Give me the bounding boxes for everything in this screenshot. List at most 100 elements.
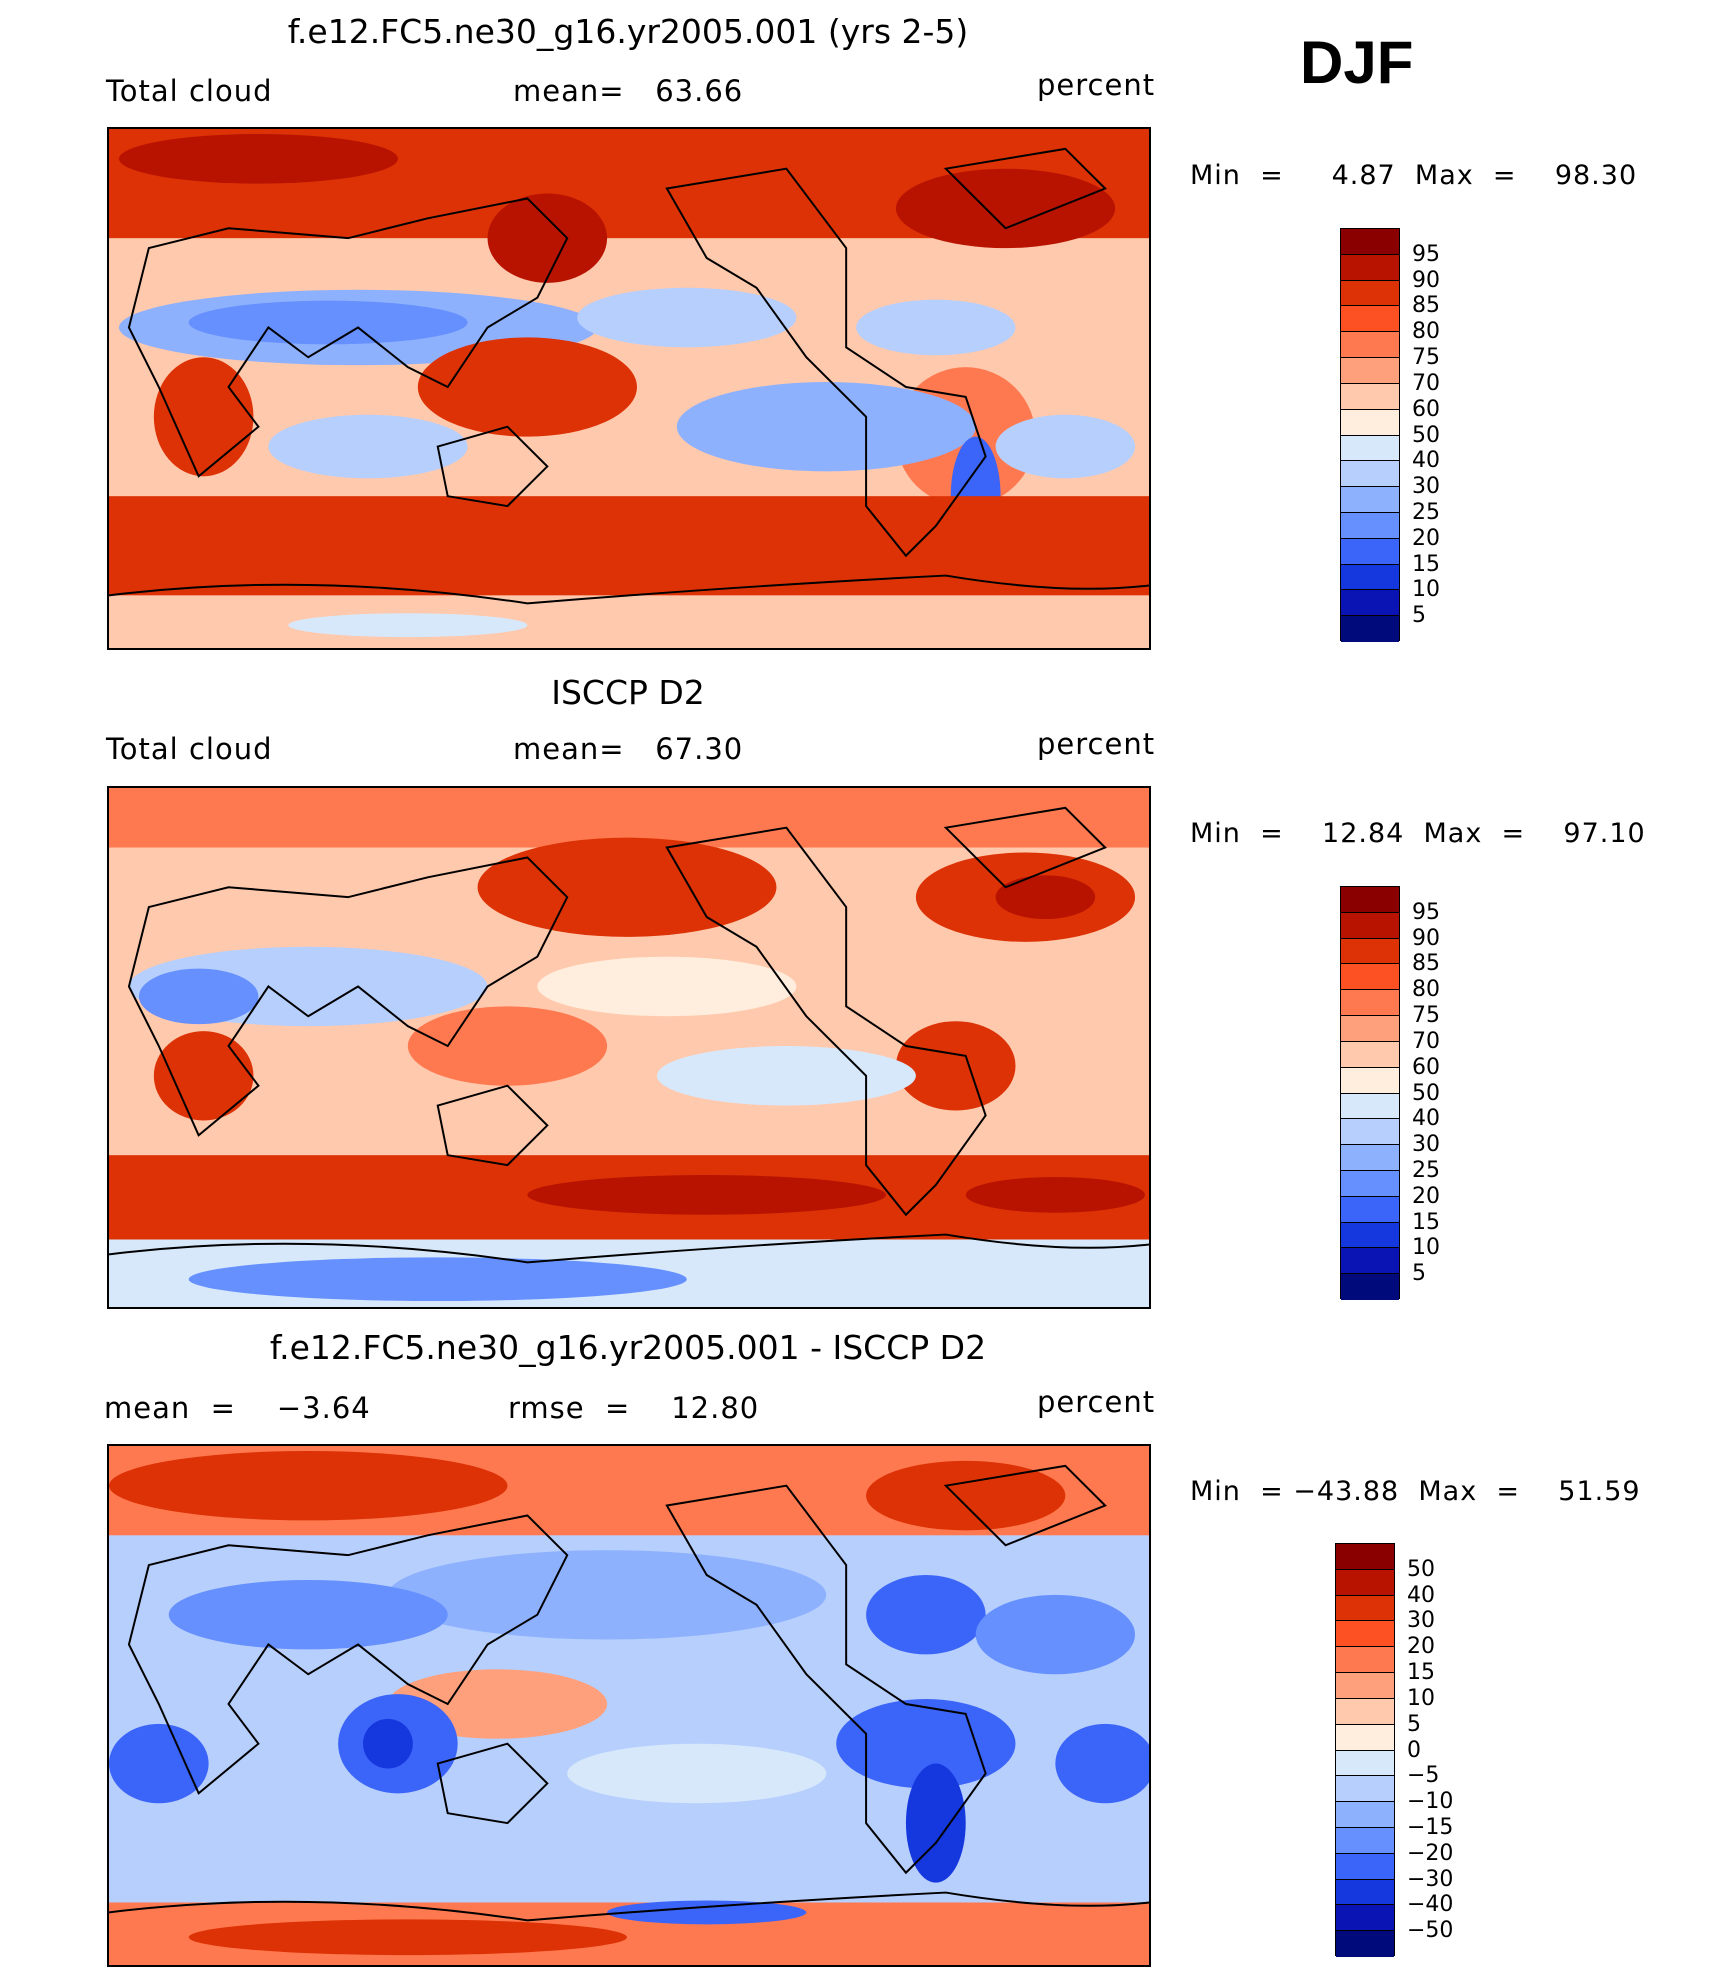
- panel1-units-label: percent: [1037, 68, 1156, 102]
- colorbar-swatch: [1341, 229, 1399, 255]
- colorbar-tick-label: 70: [1412, 1028, 1440, 1054]
- colorbar-tick-label: 80: [1412, 977, 1440, 1003]
- colorbar-tick-label: 15: [1412, 1209, 1440, 1235]
- panel3-colorbar: [1335, 1543, 1395, 1957]
- colorbar-swatch: [1341, 1248, 1399, 1275]
- colorbar-swatch: [1341, 358, 1399, 384]
- colorbar-swatch: [1341, 887, 1399, 913]
- panel3-map: [107, 1444, 1151, 1967]
- colorbar-tick-label: −20: [1407, 1840, 1454, 1866]
- colorbar-swatch: [1341, 254, 1399, 281]
- panel2-map: [107, 786, 1151, 1309]
- colorbar-tick-label: 30: [1407, 1608, 1435, 1634]
- colorbar-tick-label: 5: [1412, 1261, 1426, 1287]
- colorbar-swatch: [1341, 383, 1399, 410]
- colorbar-tick-label: 90: [1412, 267, 1440, 293]
- colorbar-tick-label: 80: [1412, 319, 1440, 345]
- colorbar-swatch: [1341, 409, 1399, 436]
- colorbar-tick-label: 15: [1407, 1660, 1435, 1686]
- colorbar-swatch: [1341, 306, 1399, 333]
- colorbar-swatch: [1341, 990, 1399, 1017]
- panel2-title: ISCCP D2: [551, 673, 705, 712]
- colorbar-tick-label: 30: [1412, 1132, 1440, 1158]
- colorbar-tick-label: 40: [1407, 1582, 1435, 1608]
- colorbar-swatch: [1336, 1544, 1394, 1570]
- colorbar-swatch: [1341, 1145, 1399, 1171]
- panel1-variable-label: Total cloud: [106, 74, 273, 108]
- colorbar-tick-label: 60: [1412, 1054, 1440, 1080]
- colorbar-swatch: [1341, 461, 1399, 488]
- colorbar-swatch: [1341, 280, 1399, 307]
- colorbar-swatch: [1336, 1750, 1394, 1777]
- colorbar-swatch: [1336, 1879, 1394, 1906]
- panel3-contour-field: [109, 1446, 1149, 1965]
- colorbar-swatch: [1341, 1196, 1399, 1223]
- colorbar-tick-label: 20: [1407, 1634, 1435, 1660]
- colorbar-tick-label: 20: [1412, 525, 1440, 551]
- colorbar-swatch: [1336, 1931, 1394, 1957]
- colorbar-swatch: [1341, 538, 1399, 565]
- panel3-units-label: percent: [1037, 1385, 1156, 1419]
- colorbar-swatch: [1341, 1067, 1399, 1094]
- colorbar-swatch: [1341, 1041, 1399, 1068]
- panel1-min-max: Min = 4.87 Max = 98.30: [1190, 160, 1638, 191]
- colorbar-tick-label: 75: [1412, 1003, 1440, 1029]
- colorbar-swatch: [1341, 435, 1399, 462]
- colorbar-tick-label: 60: [1412, 396, 1440, 422]
- colorbar-tick-label: 30: [1412, 474, 1440, 500]
- colorbar-tick-label: 40: [1412, 1106, 1440, 1132]
- colorbar-swatch: [1341, 912, 1399, 939]
- colorbar-tick-label: 10: [1407, 1685, 1435, 1711]
- colorbar-tick-label: 70: [1412, 370, 1440, 396]
- panel2-contour-field: [109, 788, 1149, 1307]
- colorbar-swatch: [1341, 1222, 1399, 1249]
- colorbar-tick-label: −10: [1407, 1789, 1454, 1815]
- colorbar-swatch: [1341, 1016, 1399, 1042]
- panel3-rmse-label: rmse = 12.80: [508, 1391, 760, 1425]
- colorbar-tick-label: 25: [1412, 499, 1440, 525]
- panel1-map: [107, 127, 1151, 650]
- colorbar-tick-label: 20: [1412, 1183, 1440, 1209]
- colorbar-tick-label: 25: [1412, 1157, 1440, 1183]
- panel2-mean-label: mean= 67.30: [513, 732, 744, 766]
- colorbar-swatch: [1336, 1673, 1394, 1699]
- colorbar-tick-label: 85: [1412, 293, 1440, 319]
- season-label: DJF: [1300, 29, 1414, 96]
- panel2-units-label: percent: [1037, 727, 1156, 761]
- colorbar-tick-label: 85: [1412, 951, 1440, 977]
- colorbar-swatch: [1341, 964, 1399, 991]
- colorbar-swatch: [1341, 616, 1399, 642]
- colorbar-swatch: [1341, 564, 1399, 591]
- colorbar-swatch: [1336, 1595, 1394, 1622]
- colorbar-swatch: [1341, 938, 1399, 965]
- colorbar-swatch: [1341, 1170, 1399, 1197]
- panel1-mean-label: mean= 63.66: [513, 74, 744, 108]
- colorbar-tick-label: 95: [1412, 241, 1440, 267]
- colorbar-tick-label: 40: [1412, 448, 1440, 474]
- colorbar-tick-label: 10: [1412, 577, 1440, 603]
- colorbar-tick-label: 10: [1412, 1235, 1440, 1261]
- colorbar-swatch: [1336, 1569, 1394, 1596]
- panel1-colorbar: [1340, 228, 1400, 642]
- colorbar-tick-label: −15: [1407, 1814, 1454, 1840]
- colorbar-tick-label: 50: [1407, 1556, 1435, 1582]
- colorbar-swatch: [1341, 1274, 1399, 1300]
- panel3-min-max: Min = −43.88 Max = 51.59: [1190, 1476, 1641, 1507]
- colorbar-tick-label: 5: [1407, 1711, 1421, 1737]
- colorbar-swatch: [1336, 1827, 1394, 1854]
- colorbar-swatch: [1341, 512, 1399, 539]
- panel1-title: f.e12.FC5.ne30_g16.yr2005.001 (yrs 2-5): [287, 12, 969, 51]
- colorbar-tick-label: −30: [1407, 1866, 1454, 1892]
- colorbar-tick-label: 90: [1412, 925, 1440, 951]
- panel3-mean-label: mean = −3.64: [104, 1391, 371, 1425]
- colorbar-swatch: [1336, 1621, 1394, 1648]
- panel2-variable-label: Total cloud: [106, 732, 273, 766]
- colorbar-swatch: [1336, 1647, 1394, 1674]
- colorbar-tick-label: −50: [1407, 1918, 1454, 1944]
- colorbar-tick-label: 50: [1412, 1080, 1440, 1106]
- colorbar-swatch: [1341, 487, 1399, 513]
- colorbar-swatch: [1341, 590, 1399, 617]
- colorbar-tick-label: 0: [1407, 1737, 1421, 1763]
- colorbar-swatch: [1336, 1776, 1394, 1803]
- colorbar-swatch: [1336, 1724, 1394, 1751]
